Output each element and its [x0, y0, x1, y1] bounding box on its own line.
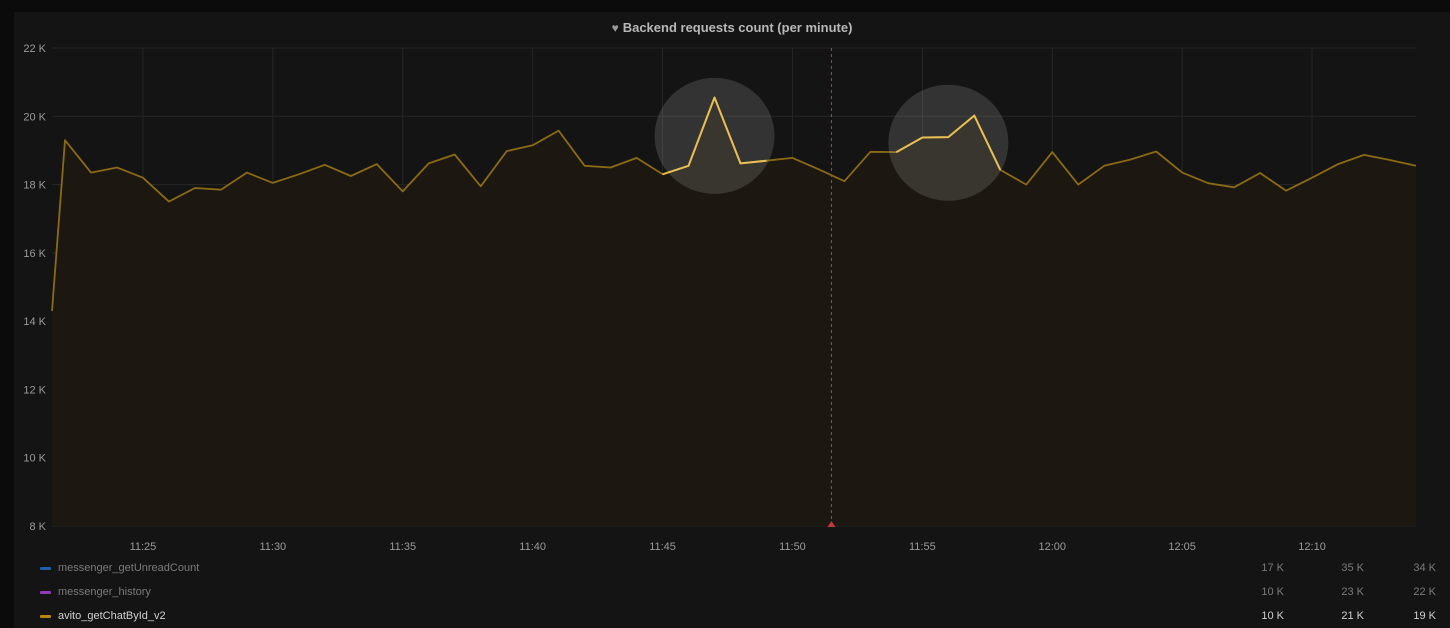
annotation-marker: [827, 521, 836, 527]
panel-title[interactable]: ♥ Backend requests count (per minute): [14, 20, 1450, 35]
x-tick-label: 11:45: [649, 541, 676, 553]
y-tick-label: 12 K: [23, 384, 46, 396]
x-tick-label: 12:10: [1298, 541, 1326, 553]
series-line-highlight: [895, 114, 1002, 171]
y-tick-label: 8 K: [29, 521, 46, 533]
legend-swatch: [40, 615, 51, 618]
legend-series-name: avito_getChatById_v2: [58, 610, 166, 622]
series-area: [52, 97, 1416, 526]
highlight-circle: [888, 84, 1009, 201]
heart-icon: ♥: [611, 21, 619, 35]
x-tick-label: 12:00: [1039, 541, 1067, 553]
y-tick-label: 14 K: [23, 316, 46, 328]
legend-min-value: 10 K: [1261, 610, 1284, 622]
y-tick-label: 22 K: [23, 43, 46, 55]
y-tick-label: 16 K: [23, 248, 46, 260]
series-line-highlight: [662, 96, 767, 176]
panel-title-text: Backend requests count (per minute): [622, 20, 853, 35]
legend-min-value: 10 K: [1261, 586, 1284, 598]
legend-avg-value: 19 K: [1413, 610, 1436, 622]
x-tick-label: 11:25: [130, 541, 157, 553]
x-tick-label: 11:30: [259, 541, 286, 553]
legend-item-avito-getchatbyid-v2[interactable]: avito_getChatById_v2 10 K 21 K 19 K: [38, 606, 1448, 626]
legend-series-name: messenger_getUnreadCount: [58, 562, 200, 574]
legend-max-value: 35 K: [1341, 562, 1364, 574]
legend-item-messenger-getunreadcount[interactable]: messenger_getUnreadCount 17 K 35 K 34 K: [38, 558, 1448, 578]
legend-swatch: [40, 567, 51, 570]
x-tick-label: 11:35: [389, 541, 416, 553]
legend-item-messenger-history[interactable]: messenger_history 10 K 23 K 22 K: [38, 582, 1448, 602]
legend-swatch: [40, 591, 51, 594]
highlight-circle: [654, 77, 775, 194]
x-tick-label: 12:05: [1168, 541, 1196, 553]
y-tick-label: 10 K: [23, 453, 46, 465]
legend-series-name: messenger_history: [58, 586, 151, 598]
legend-min-value: 17 K: [1261, 562, 1284, 574]
legend-avg-value: 34 K: [1413, 562, 1436, 574]
y-tick-label: 20 K: [23, 111, 46, 123]
y-tick-label: 18 K: [23, 180, 46, 192]
x-tick-label: 11:55: [909, 541, 936, 553]
legend-max-value: 23 K: [1341, 586, 1364, 598]
x-tick-label: 11:40: [519, 541, 546, 553]
legend-avg-value: 22 K: [1413, 586, 1436, 598]
legend-max-value: 21 K: [1341, 610, 1364, 622]
x-tick-label: 11:50: [779, 541, 806, 553]
chart-area[interactable]: 8 K 10 K 12 K 14 K 16 K 18 K 20 K 22 K 11:25 11:3…: [14, 12, 1450, 628]
graph-panel: ♥ Backend requests count (per minute) 8 K…: [14, 12, 1450, 628]
